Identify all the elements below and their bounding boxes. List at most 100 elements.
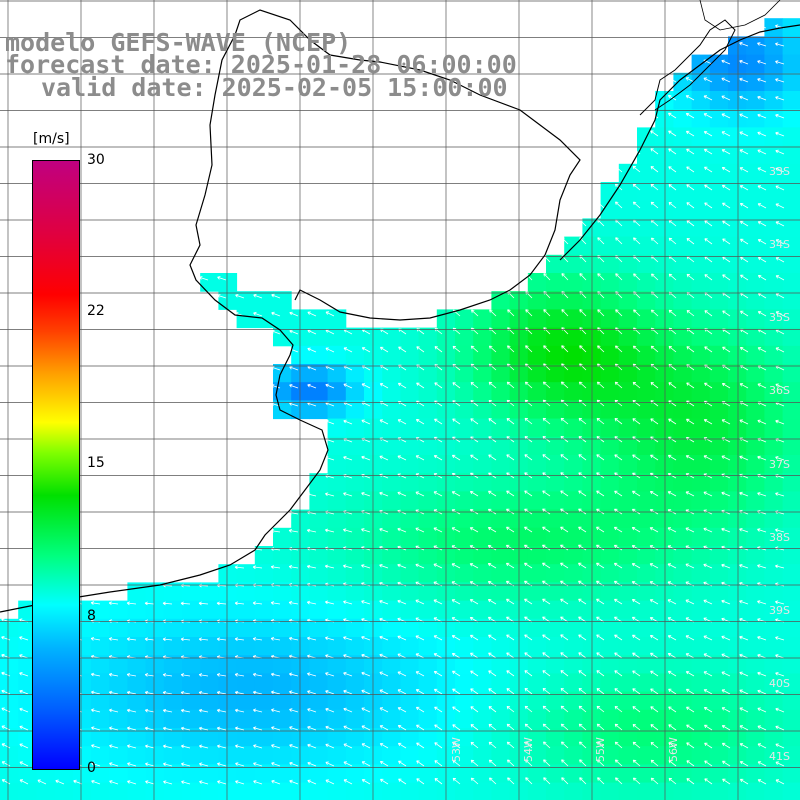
wind-speed-cell <box>564 254 583 274</box>
wind-speed-cell <box>746 127 765 147</box>
wind-arrow <box>596 526 605 533</box>
wind-arrow <box>614 652 623 659</box>
wind-arrow <box>579 741 587 749</box>
wind-arrow <box>632 670 641 677</box>
colorbar-tick-8: 8 <box>87 608 96 624</box>
wind-speed-cell <box>473 491 492 511</box>
wind-arrow <box>685 635 695 641</box>
wind-speed-cell <box>782 473 800 492</box>
wind-arrow <box>560 652 569 659</box>
wind-arrow <box>722 256 731 263</box>
wind-speed-cell <box>327 527 347 547</box>
wind-speed-cell <box>764 691 784 711</box>
wind-speed-cell <box>728 291 747 310</box>
wind-speed-cell <box>637 436 656 456</box>
wind-speed-cell <box>691 491 711 511</box>
wind-speed-cell <box>546 455 565 474</box>
wind-speed-cell <box>764 36 784 56</box>
wind-arrow <box>451 653 461 659</box>
wind-speed-cell <box>764 273 784 292</box>
wind-arrow <box>649 599 659 605</box>
wind-speed-cell <box>564 364 583 383</box>
wind-arrow <box>289 384 299 389</box>
wind-speed-cell <box>600 400 620 420</box>
wind-speed-cell <box>309 509 329 529</box>
wind-speed-cell <box>746 145 765 165</box>
wind-speed-cell <box>418 509 438 529</box>
wind-speed-cell <box>546 273 565 292</box>
wind-speed-cell <box>254 637 274 656</box>
wind-speed-cell <box>382 527 401 547</box>
wind-arrow <box>162 708 173 713</box>
wind-speed-cell <box>673 637 693 656</box>
wind-speed-cell <box>109 600 128 620</box>
wind-arrow <box>686 184 695 191</box>
wind-speed-cell <box>455 364 474 383</box>
wind-speed-cell <box>400 746 420 765</box>
wind-arrow <box>542 417 551 425</box>
wind-speed-cell <box>728 72 747 92</box>
wind-speed-cell <box>728 600 747 620</box>
wind-arrow <box>307 690 317 695</box>
wind-speed-cell <box>600 473 620 492</box>
wind-speed-cell <box>400 782 420 800</box>
wind-speed-cell <box>637 382 656 401</box>
wind-arrow <box>361 419 371 425</box>
wind-arrow <box>685 599 695 605</box>
wind-speed-cell <box>600 236 620 256</box>
wind-arrow <box>739 743 749 749</box>
wind-arrow <box>55 779 65 785</box>
wind-arrow <box>721 689 731 695</box>
wind-speed-cell <box>273 382 292 401</box>
wind-speed-cell <box>709 655 729 674</box>
wind-speed-field <box>0 18 800 800</box>
wind-speed-cell <box>455 673 474 693</box>
wind-speed-cell <box>418 382 438 401</box>
wind-speed-cell <box>455 564 474 583</box>
wind-speed-cell <box>782 182 800 201</box>
wind-arrow <box>253 311 263 317</box>
wind-speed-cell <box>782 109 800 128</box>
wind-arrow <box>650 670 659 677</box>
wind-speed-cell <box>618 618 638 638</box>
wind-speed-cell <box>546 527 565 547</box>
wind-arrow <box>144 726 155 731</box>
wind-speed-cell <box>309 400 329 420</box>
wind-speed-cell <box>327 473 347 492</box>
wind-speed-cell <box>182 600 201 620</box>
wind-speed-cell <box>473 418 492 438</box>
wind-speed-cell <box>782 91 800 110</box>
wind-arrow <box>704 202 713 209</box>
wind-arrow <box>721 527 731 533</box>
wind-arrow <box>234 565 245 570</box>
wind-arrow <box>578 634 587 641</box>
wind-arrow <box>379 743 389 749</box>
wind-arrow <box>703 419 713 425</box>
wind-arrow <box>253 744 263 749</box>
wind-speed-cell <box>782 345 800 365</box>
lat-label-40s: 40S <box>769 677 790 690</box>
wind-speed-cell <box>546 655 565 674</box>
wind-arrow <box>740 238 749 245</box>
wind-arrow <box>721 671 731 677</box>
wind-speed-cell <box>782 746 800 765</box>
wind-speed-cell <box>746 600 765 620</box>
wind-arrow <box>542 562 551 569</box>
wind-speed-cell <box>291 637 310 656</box>
wind-arrow <box>739 707 749 713</box>
wind-arrow <box>91 708 101 713</box>
wind-arrow <box>614 165 623 173</box>
wind-arrow <box>488 363 497 371</box>
wind-speed-cell <box>764 18 784 37</box>
wind-speed-cell <box>327 618 347 638</box>
colorbar-tick-0: 0 <box>87 760 96 776</box>
wind-speed-cell <box>764 709 784 729</box>
wind-arrow <box>668 309 677 317</box>
wind-arrow <box>126 637 137 642</box>
wind-speed-cell <box>564 309 583 329</box>
wind-arrow <box>325 636 335 641</box>
wind-speed-cell <box>709 254 729 274</box>
wind-arrow <box>561 345 569 353</box>
wind-speed-cell <box>309 618 329 638</box>
